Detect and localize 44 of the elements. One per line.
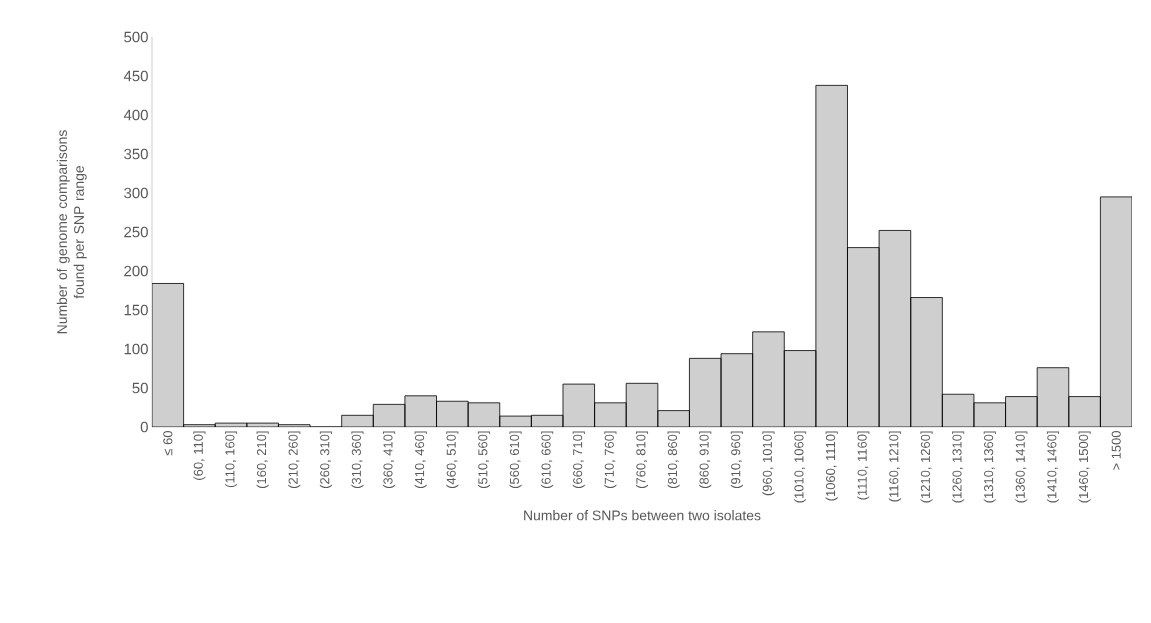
y-tick-label: 250 [124, 226, 148, 238]
x-tick-label: (560, 610] [509, 431, 522, 489]
x-tick-label: (960, 1010] [762, 431, 775, 496]
x-axis-title: Number of SNPs between two isolates [524, 510, 761, 521]
x-tick-label: (1210, 1260] [920, 431, 933, 503]
y-tick-label: 200 [124, 265, 148, 277]
x-tick-label: (1410, 1460] [1046, 431, 1060, 503]
x-tick-label: (410, 460] [414, 431, 427, 489]
x-tick-label: (310, 360] [351, 431, 364, 489]
y-tick-label: 150 [124, 304, 148, 316]
y-tick-label: 50 [132, 382, 148, 394]
x-tick-label: (910, 960] [730, 431, 743, 489]
y-tick-label: 500 [124, 31, 148, 43]
x-tick-label: ≤ 60 [163, 431, 173, 456]
x-tick-label: (810, 860] [667, 431, 680, 489]
x-tick-label: (760, 810] [635, 431, 649, 489]
y-tick-label: 450 [123, 70, 148, 82]
x-tick-label: (1260, 1310] [952, 431, 965, 503]
y-tick-label: 350 [124, 148, 148, 160]
x-tick-label: (1310, 1360] [983, 431, 996, 503]
x-tick-label: (360, 410] [383, 431, 396, 489]
x-tick-label: (1010, 1060] [794, 431, 807, 503]
x-tick-label: (160, 210] [256, 431, 269, 489]
x-tick-label: (1360, 1410] [1015, 431, 1028, 503]
x-tick-label: (1160, 1210] [888, 431, 901, 502]
x-tick-label: (460, 510] [446, 431, 459, 489]
y-tick-label: 300 [124, 187, 148, 199]
x-tick-label: (860, 910] [699, 431, 712, 489]
x-tick-label: (210, 260] [288, 431, 301, 489]
x-tick-label: > 1500 [1111, 431, 1121, 470]
x-tick-label: (710, 760] [604, 431, 617, 489]
y-tick-label: 0 [140, 421, 148, 433]
x-tick-label: (510, 560] [477, 431, 490, 489]
x-tick-label: (60, 110] [193, 431, 206, 480]
y-tick-label: 100 [124, 343, 148, 355]
x-tick-label: (610, 660] [541, 431, 554, 489]
x-tick-label: (260, 310] [319, 431, 332, 489]
y-axis-title: Number of genome comparisons found per SNP range [56, 130, 87, 334]
x-tick-label: (1110, 1160] [857, 431, 870, 500]
x-tick-label: (1060, 1110] [825, 431, 838, 501]
x-tick-label: (110, 160] [224, 431, 238, 488]
y-tick-label: 400 [123, 109, 148, 121]
x-tick-label: (660, 710] [572, 431, 585, 489]
x-tick-label: (1460, 1500] [1078, 431, 1091, 503]
